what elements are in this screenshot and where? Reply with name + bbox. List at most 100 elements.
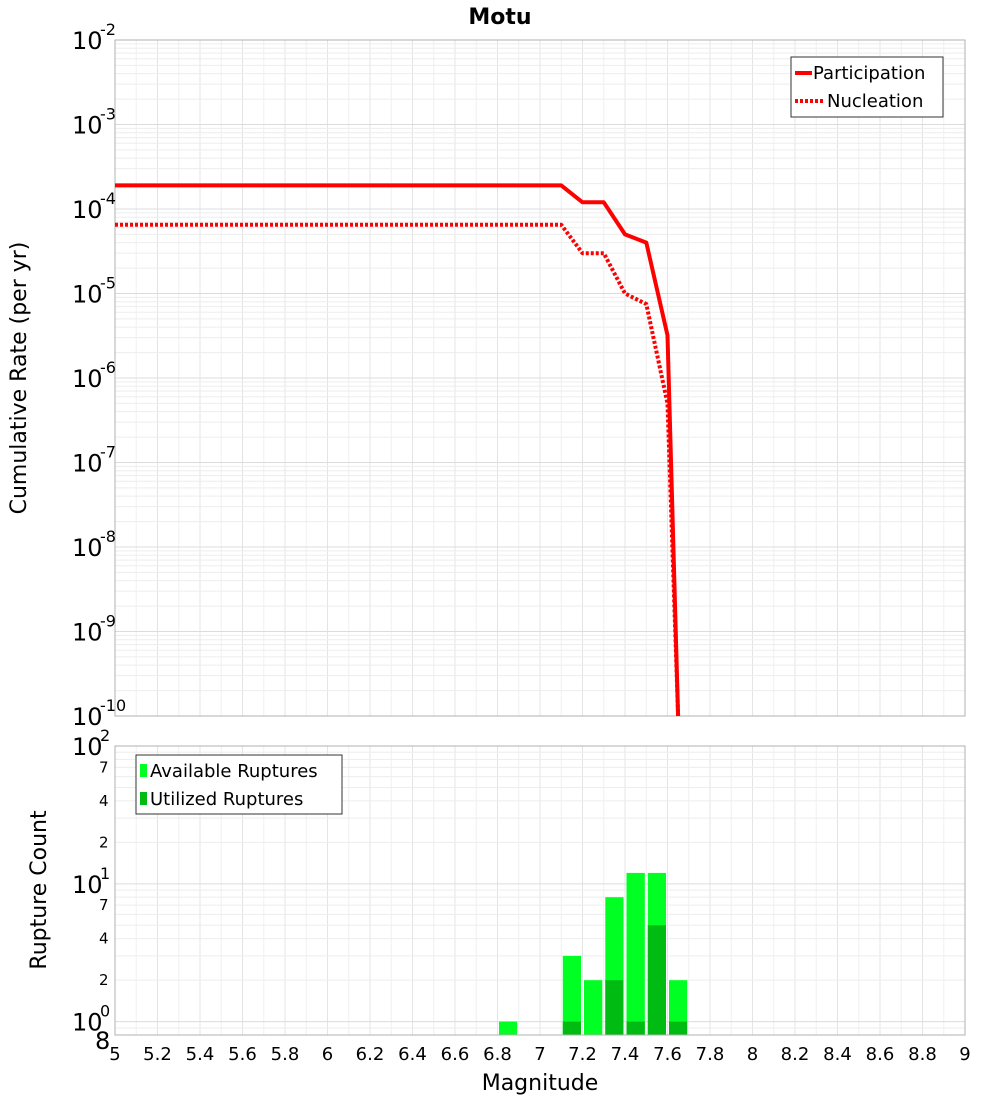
- bottom-y-minor-tick-label: 7: [99, 896, 109, 914]
- bottom-y-tick-base: 10: [72, 1009, 103, 1037]
- top-y-tick: 10-5: [72, 274, 116, 309]
- top-y-tick-exponent: -4: [100, 189, 116, 208]
- x-tick-label: 6.4: [398, 1044, 427, 1065]
- top-y-tick-base: 10: [72, 703, 103, 731]
- x-axis-label: Magnitude: [482, 1071, 599, 1096]
- x-tick-label: 7.4: [611, 1044, 640, 1065]
- available-ruptures-bar: [584, 980, 603, 1035]
- chart-title: Motu: [468, 5, 531, 30]
- top-legend-box: [790, 56, 944, 118]
- top-y-tick-base: 10: [72, 450, 103, 478]
- bottom-y-minor-tick-label: 4: [99, 930, 109, 948]
- x-tick-label: 6.6: [441, 1044, 470, 1065]
- bottom-y-tick-exponent: 1: [100, 864, 110, 883]
- x-tick-label: 8.8: [908, 1044, 937, 1065]
- bottom-y-tick-base: 10: [72, 733, 103, 761]
- x-tick-label: 9: [959, 1044, 970, 1065]
- top-legend: Participation Nucleation: [790, 56, 944, 118]
- top-plot-frame: [114, 39, 966, 717]
- utilized-ruptures-bar: [626, 1021, 645, 1035]
- x-tick-label: 6: [322, 1044, 333, 1065]
- bottom-y-tick-exponent: 0: [100, 1002, 110, 1021]
- bottom-y-tick: 101: [72, 864, 110, 899]
- series-line-participation: [115, 183, 681, 717]
- x-tick-label: 6.2: [356, 1044, 385, 1065]
- top-y-tick: 10-7: [72, 443, 116, 478]
- bottom-y-tick-exponent: 2: [100, 726, 110, 745]
- bottom-y-minor-tick-label: 8: [95, 1027, 110, 1055]
- top-y-tick: 10-2: [72, 20, 116, 55]
- bottom-y-minor-tick-label: 2: [99, 833, 109, 851]
- top-y-tick-base: 10: [72, 112, 103, 140]
- x-tick-label: 5.8: [271, 1044, 300, 1065]
- top-y-tick-base: 10: [72, 365, 103, 393]
- top-y-tick-exponent: -10: [100, 696, 126, 715]
- utilized-ruptures-bar: [562, 1021, 581, 1035]
- bottom-y-tick: 102: [72, 726, 110, 761]
- top-y-tick: 10-10: [72, 696, 126, 731]
- top-y-tick-exponent: -7: [100, 443, 116, 462]
- top-y-tick-exponent: -5: [100, 274, 116, 293]
- x-tick-label: 7.6: [653, 1044, 682, 1065]
- top-y-tick-exponent: -6: [100, 358, 116, 377]
- legend-participation-label: Participation: [813, 63, 925, 84]
- bottom-plot-grid: [114, 745, 966, 1036]
- utilized-ruptures-bar: [647, 925, 666, 1035]
- top-plot-grid: [114, 40, 966, 717]
- bottom-legend-box: [135, 754, 343, 815]
- bottom-y-minor-tick-label: 7: [99, 758, 109, 776]
- available-ruptures-bar: [562, 955, 581, 1035]
- x-tick-label: 5.4: [186, 1044, 215, 1065]
- x-tick-label: 7.8: [696, 1044, 725, 1065]
- utilized-ruptures-bar: [669, 1021, 688, 1035]
- top-y-tick-base: 10: [72, 27, 103, 55]
- bottom-legend: Available Ruptures Utilized Ruptures: [135, 754, 343, 815]
- x-tick-labels: 5 5.2 5.4 5.6 5.8 6 6.2 6.4 6.6 6.8 7 7.2 7.4 7.6 7.8 8…: [109, 1044, 970, 1065]
- top-y-tick-exponent: -9: [100, 612, 116, 631]
- x-tick-label: 5.2: [143, 1044, 172, 1065]
- x-tick-label: 7.2: [568, 1044, 597, 1065]
- x-tick-label: 5.6: [228, 1044, 257, 1065]
- x-tick-label: 8: [747, 1044, 758, 1065]
- bottom-plot-frame: [114, 745, 966, 1036]
- top-y-tick: 10-9: [72, 612, 116, 647]
- top-y-axis-label: Cumulative Rate (per yr): [7, 242, 32, 515]
- available-ruptures-bar: [499, 1021, 518, 1035]
- x-tick-label: 5: [109, 1044, 120, 1065]
- bottom-plot-bars: [499, 872, 688, 1035]
- bottom-y-axis-label: Rupture Count: [27, 810, 52, 970]
- legend-available-swatch: [140, 764, 147, 777]
- top-y-tick: 10-6: [72, 358, 116, 393]
- top-y-tick-exponent: -8: [100, 527, 116, 546]
- legend-available-label: Available Ruptures: [150, 761, 318, 782]
- top-y-tick-labels: 10-210-310-410-510-610-710-810-910-10: [72, 20, 126, 731]
- bottom-y-minor-tick-label: 4: [99, 792, 109, 810]
- x-tick-label: 7: [534, 1044, 545, 1065]
- series-line-nucleation: [115, 222, 681, 717]
- bottom-y-minor-tick-label: 2: [99, 971, 109, 989]
- x-tick-label: 8.6: [866, 1044, 895, 1065]
- top-y-tick-base: 10: [72, 619, 103, 647]
- available-ruptures-bar: [669, 980, 688, 1035]
- top-y-tick-base: 10: [72, 196, 103, 224]
- x-tick-label: 8.2: [781, 1044, 810, 1065]
- bottom-y-tick-base: 10: [72, 871, 103, 899]
- top-plot-series: [115, 183, 681, 717]
- legend-nucleation-label: Nucleation: [827, 91, 923, 112]
- utilized-ruptures-bar: [605, 980, 624, 1035]
- x-tick-label: 8.4: [823, 1044, 852, 1065]
- legend-utilized-swatch: [140, 792, 147, 805]
- top-y-tick: 10-8: [72, 527, 116, 562]
- top-y-tick-exponent: -2: [100, 20, 116, 39]
- available-ruptures-bar: [626, 872, 645, 1035]
- x-tick-label: 6.8: [483, 1044, 512, 1065]
- top-y-tick-base: 10: [72, 281, 103, 309]
- top-y-tick-base: 10: [72, 534, 103, 562]
- top-y-tick: 10-3: [72, 105, 116, 140]
- legend-utilized-label: Utilized Ruptures: [150, 789, 303, 810]
- top-y-tick: 10-4: [72, 189, 116, 224]
- top-y-tick-exponent: -3: [100, 105, 116, 124]
- bottom-y-tick: 100: [72, 1002, 110, 1037]
